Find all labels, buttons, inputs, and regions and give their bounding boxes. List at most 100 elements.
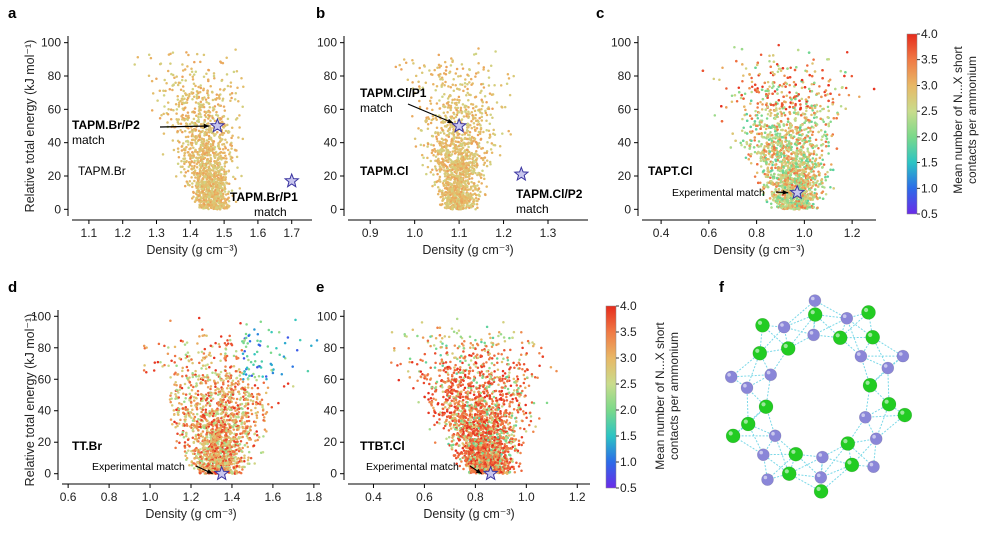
scatter-point (434, 88, 437, 92)
scatter-point (207, 165, 211, 168)
scatter-point (777, 173, 780, 177)
scatter-point (193, 179, 196, 183)
panel-letter-f: f (719, 279, 725, 296)
panel-letter-e: e (316, 279, 324, 296)
scatter-point (454, 168, 457, 171)
scatter-point (805, 109, 808, 113)
scatter-point (827, 99, 830, 103)
scatter-point (508, 93, 512, 97)
scatter-point (454, 147, 458, 151)
scatter-point (771, 92, 774, 96)
scatter-point (165, 81, 168, 85)
scatter-point (192, 190, 195, 194)
scatter-point (762, 183, 766, 187)
scatter-point (187, 165, 191, 168)
scatter-point (201, 155, 204, 158)
scatter-point (448, 144, 452, 148)
scatter-point (778, 107, 781, 110)
scatter-point (477, 187, 481, 190)
scatter-point (442, 104, 445, 108)
scatter-point (446, 110, 449, 114)
scatter-point (218, 88, 222, 91)
x-tick-label-a: 1.2 (114, 226, 131, 240)
scatter-point (205, 190, 208, 193)
scatter-point (768, 59, 771, 63)
scatter-point (422, 144, 426, 147)
scatter-point (202, 194, 205, 197)
scatter-point (479, 176, 483, 180)
scatter-point (225, 157, 228, 160)
scatter-point (457, 190, 460, 194)
scatter-point (197, 138, 201, 141)
scatter-point (423, 65, 426, 68)
scatter-point (186, 98, 189, 101)
scatter-point (222, 105, 226, 108)
scatter-point (438, 175, 442, 179)
x-tick-label-a: 1.5 (216, 226, 233, 240)
scatter-point (755, 113, 759, 117)
scatter-point (465, 188, 469, 192)
scatter-point (199, 84, 202, 87)
scatter-point (466, 87, 469, 91)
scatter-point (753, 139, 756, 142)
scatter-point (215, 174, 219, 178)
scatter-point (824, 89, 828, 92)
scatter-point (507, 129, 510, 133)
scatter-point (230, 136, 233, 140)
scatter-point (798, 141, 802, 145)
scatter-point (193, 123, 196, 127)
scatter-point (200, 137, 204, 140)
scatter-point (458, 207, 462, 210)
scatter-point (211, 116, 214, 119)
scatter-point (459, 74, 462, 78)
scatter-point (437, 190, 441, 193)
scatter-point (194, 84, 197, 88)
scatter-point (474, 75, 477, 78)
scatter-point (442, 163, 445, 167)
scatter-point (196, 151, 199, 154)
scatter-point (490, 142, 494, 145)
scatter-point (221, 147, 225, 151)
scatter-point (186, 135, 190, 138)
scatter-point (182, 108, 185, 112)
panel-letter-d: d (8, 279, 17, 296)
scatter-point (179, 122, 183, 125)
scatter-point (225, 141, 229, 144)
scatter-point (216, 179, 219, 183)
scatter-point (429, 170, 433, 174)
scatter-point (201, 98, 204, 101)
scatter-point (771, 194, 775, 198)
scatter-point (721, 66, 724, 69)
x-tick-label-a: 1.1 (81, 226, 98, 240)
scatter-point (844, 71, 847, 74)
scatter-point (171, 139, 175, 142)
scatter-point (213, 105, 217, 108)
scatter-point (454, 106, 457, 109)
scatter-point (792, 111, 796, 114)
scatter-point (208, 114, 211, 117)
scatter-point (435, 137, 439, 141)
scatter-point (196, 153, 200, 156)
scatter-point (176, 162, 180, 166)
scatter-point (442, 111, 446, 114)
scatter-point (470, 177, 474, 180)
scatter-point (202, 53, 206, 57)
scatter-point (820, 143, 823, 147)
scatter-point (223, 151, 226, 155)
scatter-point (768, 54, 771, 57)
scatter-point (806, 135, 810, 138)
scatter-point (832, 187, 835, 190)
scatter-point (766, 89, 769, 93)
scatter-point (225, 56, 228, 60)
scatter-point (200, 171, 203, 174)
scatter-point (147, 53, 151, 56)
scatter-point (482, 130, 485, 134)
scatter-point (788, 91, 791, 94)
scatter-point (218, 97, 221, 100)
scatter-point (220, 117, 223, 121)
scatter-point (830, 163, 833, 166)
scatter-point (420, 71, 424, 74)
scatter-point (182, 160, 186, 163)
scatter-panel-a: 1.1 1.2 1.3 1.4 1.5 1.6 1.7020406080100Density… (41, 36, 312, 257)
scatter-point (436, 192, 440, 196)
